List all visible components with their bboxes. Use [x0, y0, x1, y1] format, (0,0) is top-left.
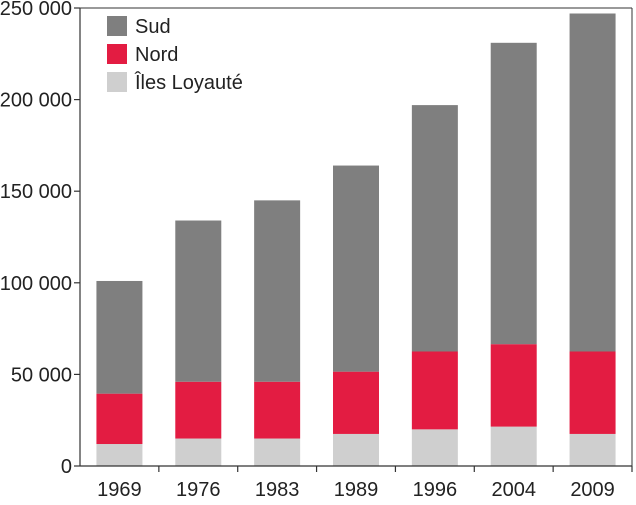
- x-tick-label: 1996: [413, 479, 458, 500]
- legend-swatch-sud: [107, 16, 127, 36]
- bar-segment-sud-1976: [175, 220, 222, 382]
- bar-segment-nord-2004: [490, 344, 537, 427]
- x-tick-label: 1976: [176, 479, 221, 500]
- bar-segment-les-loyaut-2009: [569, 433, 616, 466]
- x-tick-label: 1989: [334, 479, 379, 500]
- bar-segment-nord-1989: [333, 371, 379, 434]
- bar-segment-les-loyaut-1996: [411, 429, 458, 466]
- bar-segment-sud-2004: [490, 42, 537, 345]
- x-tick-label: 2004: [491, 479, 536, 500]
- bar-segment-nord-1996: [411, 351, 458, 430]
- bar-segment-nord-1976: [175, 381, 222, 439]
- x-tick-label: 2009: [570, 479, 615, 500]
- legend: Sud Nord Îles Loyauté: [107, 16, 243, 94]
- bar-segment-les-loyaut-1969: [96, 444, 143, 466]
- bar-segment-sud-1983: [254, 200, 301, 382]
- y-tick-label: 250 000: [0, 0, 72, 20]
- bar-segment-nord-1983: [254, 381, 301, 439]
- x-tick-label: 1969: [97, 479, 142, 500]
- x-tick-label: 1983: [255, 479, 300, 500]
- bar-segment-nord-1969: [96, 393, 143, 445]
- bar-segment-les-loyaut-1989: [333, 433, 379, 466]
- bar-segment-sud-1996: [411, 105, 458, 352]
- bar-segment-nord-2009: [569, 351, 616, 434]
- y-tick-label: 100 000: [0, 273, 72, 295]
- bars-layer: [96, 13, 616, 466]
- legend-label-nord: Nord: [135, 44, 178, 66]
- y-tick-label: 50 000: [11, 364, 72, 386]
- legend-label-les-loyaut: Îles Loyauté: [134, 71, 243, 94]
- legend-swatch-les-loyaut: [107, 72, 127, 92]
- legend-swatch-nord: [107, 44, 127, 64]
- bar-segment-les-loyaut-2004: [490, 426, 537, 466]
- bar-segment-sud-1969: [96, 280, 143, 394]
- bar-segment-les-loyaut-1976: [175, 438, 222, 466]
- bar-segment-les-loyaut-1983: [254, 438, 301, 466]
- bar-segment-sud-1989: [333, 165, 379, 372]
- y-tick-label: 200 000: [0, 90, 72, 112]
- legend-label-sud: Sud: [135, 16, 171, 38]
- y-tick-label: 0: [61, 456, 72, 478]
- y-tick-label: 150 000: [0, 181, 72, 203]
- bar-segment-sud-2009: [569, 13, 616, 352]
